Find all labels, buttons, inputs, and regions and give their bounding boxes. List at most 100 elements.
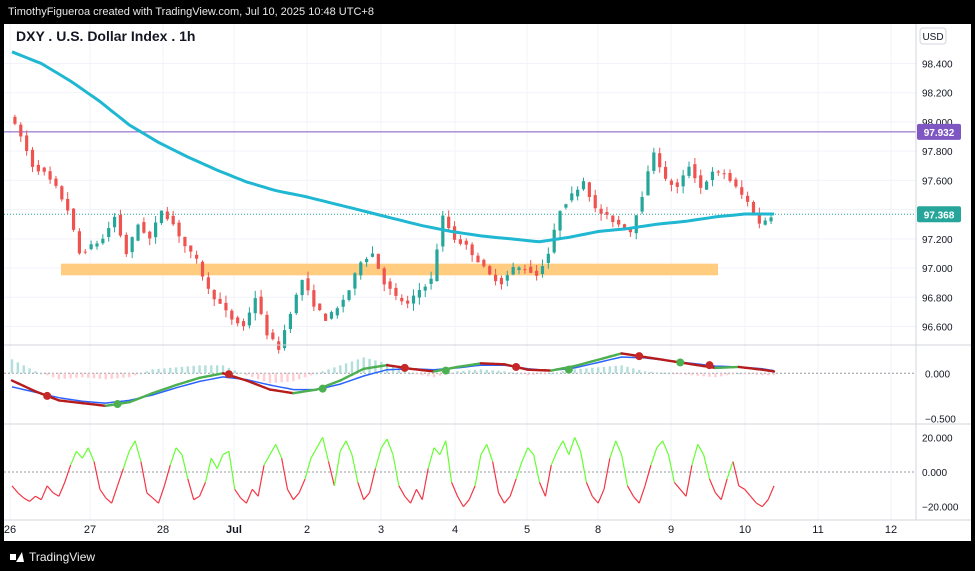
macd-histogram-bar xyxy=(550,373,553,375)
candle-down xyxy=(499,277,504,285)
macd-histogram-bar xyxy=(139,373,143,375)
candle-down xyxy=(593,195,597,209)
oscillator-segment xyxy=(703,454,711,480)
candle-up xyxy=(347,290,351,300)
oscillator-segment xyxy=(462,499,470,508)
candle-up xyxy=(570,193,574,201)
macd-crossover-dot xyxy=(43,391,52,400)
macd-histogram-bar xyxy=(725,373,729,376)
last-price-label: 97.368 xyxy=(924,210,955,221)
oscillator-segment xyxy=(210,457,218,469)
macd-crossover-dot xyxy=(400,363,409,372)
candle-up xyxy=(564,204,568,208)
candle-down xyxy=(236,317,240,324)
macd-histogram-bar xyxy=(696,373,699,376)
macd-histogram-bar xyxy=(57,373,61,380)
oscillator-segment xyxy=(116,468,124,487)
oscillator-segment xyxy=(298,478,306,494)
candle-up xyxy=(763,220,767,225)
oscillator-segment xyxy=(398,485,406,497)
macd-crossover-dot xyxy=(512,362,521,371)
oscillator-segment xyxy=(726,461,734,480)
candle-down xyxy=(382,268,386,285)
oscillator-segment xyxy=(286,489,294,500)
x-tick-label: 2 xyxy=(304,524,310,536)
candle-up xyxy=(558,211,562,231)
candle-down xyxy=(523,269,527,271)
oscillator-segment xyxy=(322,437,330,462)
candle-up xyxy=(576,189,580,197)
macd-histogram-bar xyxy=(655,372,658,374)
macd-y-tick-label: 0.000 xyxy=(925,369,950,380)
candle-up xyxy=(517,267,521,271)
macd-histogram-bar xyxy=(303,373,307,378)
macd-histogram-bar xyxy=(596,367,600,374)
oscillator-segment xyxy=(134,440,142,462)
candle-down xyxy=(171,215,175,225)
macd-histogram-bar xyxy=(585,368,588,374)
oscillator-segment xyxy=(638,485,646,504)
macd-histogram-bar xyxy=(333,367,336,374)
price-layer xyxy=(13,114,773,354)
currency-box[interactable] xyxy=(919,27,947,45)
macd-histogram-bar xyxy=(485,369,488,374)
macd-histogram-bar xyxy=(315,373,318,375)
candle-down xyxy=(716,171,720,173)
macd-histogram-bar xyxy=(385,363,389,374)
oscillator-segment xyxy=(23,497,30,502)
oscillator-segment xyxy=(380,438,388,449)
candle-down xyxy=(25,135,29,151)
chart-title: DXY . U.S. Dollar Index . 1h xyxy=(16,28,195,44)
macd-histogram-bar xyxy=(292,373,295,382)
macd-histogram-bar xyxy=(473,369,477,374)
macd-histogram-bar xyxy=(602,366,606,374)
oscillator-segment xyxy=(275,444,283,459)
macd-histogram-bar xyxy=(426,373,430,377)
candle-down xyxy=(447,216,451,229)
macd-histogram-bar xyxy=(51,373,55,378)
macd-histogram-bar xyxy=(637,369,641,374)
y-tick-label: 98.000 xyxy=(922,118,953,129)
oscillator-segment xyxy=(310,447,318,459)
macd-line-segment xyxy=(766,369,776,373)
candle-up xyxy=(359,262,363,276)
macd-histogram-bar xyxy=(532,373,535,375)
candle-up xyxy=(511,267,515,275)
oscillator-segment xyxy=(374,447,382,469)
candle-up xyxy=(646,171,650,196)
oscillator-segment xyxy=(767,485,775,500)
candle-down xyxy=(587,182,591,197)
candle-down xyxy=(493,274,498,282)
candle-down xyxy=(142,222,146,233)
y-tick-label: 97.600 xyxy=(922,176,953,187)
oscillator-segment xyxy=(632,495,640,504)
chart-svg[interactable]: 26 27 28 Jul 2 3 4 5 8 9 10 11 12 96.600 96.800 97.000 9… xyxy=(4,24,971,541)
macd-histogram-bar xyxy=(350,361,354,374)
oscillator-segment xyxy=(316,437,324,449)
candle-down xyxy=(71,208,76,230)
y-tick-label: 98.400 xyxy=(922,60,953,71)
oscillator-segment xyxy=(140,461,148,493)
candle-down xyxy=(177,222,181,237)
macd-histogram-bar xyxy=(649,371,653,374)
tradingview-logo[interactable]: TradingView xyxy=(10,550,95,564)
macd-histogram-bar xyxy=(579,368,582,374)
oscillator-segment xyxy=(64,464,72,483)
oscillator-segment xyxy=(146,492,154,499)
candle-down xyxy=(746,195,750,202)
oscillator-segment xyxy=(17,492,25,499)
macd-histogram-bar xyxy=(309,373,313,376)
macd-histogram-bar xyxy=(186,366,190,374)
oscillator-segment xyxy=(415,489,423,500)
candle-down xyxy=(699,175,703,188)
candle-down xyxy=(658,153,662,168)
oscillator-segment xyxy=(392,454,400,486)
candle-down xyxy=(734,179,738,187)
oscillator-segment xyxy=(720,478,728,500)
macd-histogram-bar xyxy=(81,373,84,378)
oscillator-segment xyxy=(685,464,693,497)
oscillator-segment xyxy=(574,437,582,452)
candle-down xyxy=(259,296,263,314)
candle-up xyxy=(423,286,427,291)
oscillator-segment xyxy=(486,444,494,462)
